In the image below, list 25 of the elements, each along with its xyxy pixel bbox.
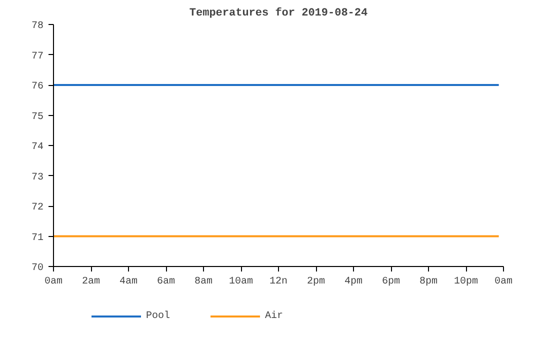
x-tick-label: 6pm	[382, 276, 400, 288]
y-tick-label: 75	[32, 112, 44, 123]
x-tick-label: 10pm	[454, 276, 478, 288]
x-tick-label: 0am	[44, 276, 63, 288]
x-tick-label: 6am	[157, 276, 176, 288]
x-tick-label: 2am	[82, 276, 100, 288]
y-tick-label: 70	[32, 263, 44, 274]
y-tick-label: 71	[32, 232, 44, 244]
legend-label: Pool	[146, 310, 170, 322]
x-tick-label: 12n	[270, 276, 288, 288]
y-tick-label: 72	[32, 202, 44, 214]
x-tick-label: 4pm	[344, 276, 363, 288]
x-tick-label: 2pm	[307, 276, 326, 288]
y-tick-label: 74	[32, 142, 44, 153]
x-tick-label: 10am	[229, 276, 254, 288]
legend-label: Air	[265, 310, 284, 322]
y-tick-label: 78	[32, 21, 44, 32]
chart-title: Temperatures for 2019-08-24	[189, 6, 368, 20]
y-tick-label: 77	[32, 51, 44, 62]
y-tick-label: 76	[32, 82, 44, 92]
x-tick-label: 8am	[194, 276, 213, 288]
x-tick-label: 4am	[120, 276, 138, 288]
x-tick-label: 0am	[494, 276, 513, 288]
x-tick-label: 8pm	[420, 276, 438, 288]
y-tick-label: 73	[32, 172, 44, 184]
